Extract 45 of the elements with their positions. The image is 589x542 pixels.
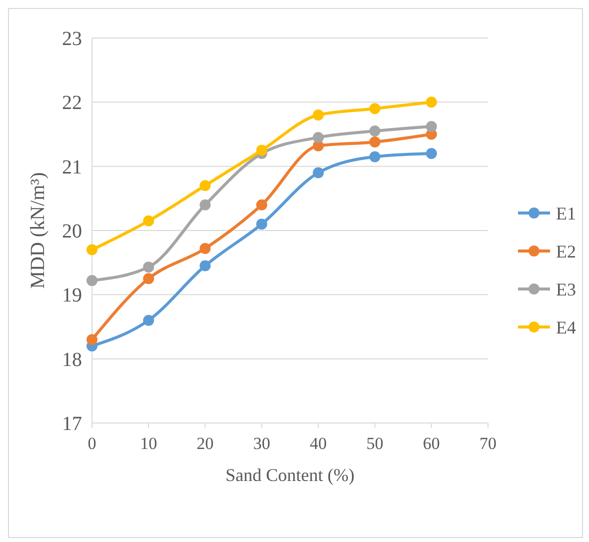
- x-tick-label: 20: [196, 434, 214, 453]
- point: [256, 144, 268, 156]
- point: [369, 103, 380, 114]
- point: [200, 180, 211, 192]
- legend-label: E2: [556, 241, 576, 262]
- y-tick-label: 21: [62, 156, 82, 178]
- point: [143, 215, 154, 226]
- legend-label: E3: [556, 279, 576, 300]
- point: [426, 96, 437, 108]
- point: [369, 126, 380, 137]
- point: [200, 242, 211, 254]
- y-tick-label: 18: [62, 348, 82, 371]
- point: [86, 334, 98, 346]
- x-tick-label: 60: [422, 434, 440, 453]
- point: [86, 244, 98, 256]
- y-tick-label: 17: [62, 413, 82, 435]
- point: [369, 151, 380, 162]
- point: [369, 136, 380, 148]
- point: [312, 167, 324, 178]
- y-tick-label: 22: [62, 92, 82, 114]
- y-tick-label: 23: [62, 28, 82, 50]
- y-axis-title: MDD (kN/m³): [27, 172, 49, 289]
- legend-label: E4: [556, 317, 576, 338]
- point: [86, 275, 98, 286]
- x-tick-label: 30: [253, 434, 270, 453]
- x-tick-label: 70: [480, 434, 496, 453]
- x-tick-label: 50: [366, 434, 384, 453]
- x-tick-label: 10: [140, 434, 158, 453]
- point: [200, 199, 211, 210]
- point: [256, 218, 268, 230]
- point: [426, 148, 437, 159]
- point: [200, 260, 211, 272]
- point: [143, 262, 154, 273]
- point: [312, 110, 324, 120]
- point: [143, 314, 154, 326]
- x-tick-label: 40: [310, 434, 327, 453]
- point: [426, 121, 437, 132]
- x-axis-title: Sand Content (%): [226, 465, 354, 485]
- y-tick-label: 19: [62, 284, 82, 307]
- legend-label: E1: [556, 203, 576, 224]
- point: [312, 132, 324, 143]
- point: [143, 273, 154, 284]
- x-tick-label: 0: [88, 434, 96, 453]
- y-tick-label: 20: [62, 220, 82, 242]
- point: [256, 199, 268, 210]
